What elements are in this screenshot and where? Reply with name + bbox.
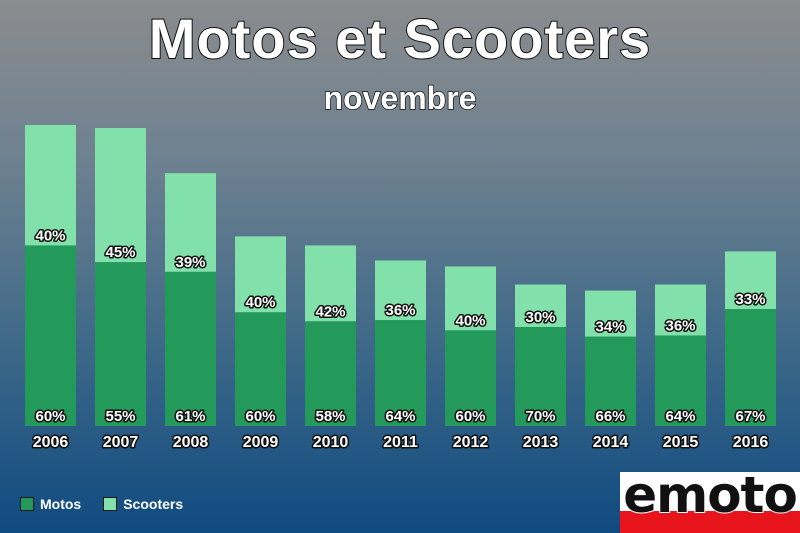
bar-scooters-2016 bbox=[725, 251, 776, 310]
bar-motos-2010 bbox=[305, 321, 356, 426]
bar-scooters-2010 bbox=[305, 245, 356, 322]
data-label-motos-2011: 64% bbox=[385, 408, 415, 425]
legend: Motos Scooters bbox=[20, 496, 205, 512]
x-tick-label-2008: 2008 bbox=[173, 434, 209, 451]
legend-item-scooters: Scooters bbox=[103, 496, 183, 512]
x-tick-label-2013: 2013 bbox=[523, 434, 559, 451]
x-tick-label-2015: 2015 bbox=[663, 434, 699, 451]
data-label-motos-2007: 55% bbox=[105, 408, 135, 425]
data-label-motos-2016: 67% bbox=[735, 408, 765, 425]
x-tick-label-2016: 2016 bbox=[733, 434, 769, 451]
data-label-scooters-2011: 36% bbox=[385, 302, 415, 319]
data-label-scooters-2008: 39% bbox=[175, 254, 205, 271]
bar-motos-2006 bbox=[25, 245, 76, 426]
bar-motos-2013 bbox=[515, 326, 566, 426]
data-label-scooters-2009: 40% bbox=[245, 294, 275, 311]
bar-motos-2014 bbox=[585, 336, 636, 426]
logo-text: emoto bbox=[622, 472, 799, 525]
data-label-motos-2009: 60% bbox=[245, 408, 275, 425]
data-label-scooters-2013: 30% bbox=[525, 309, 555, 326]
data-label-motos-2006: 60% bbox=[35, 408, 65, 425]
data-label-motos-2008: 61% bbox=[175, 408, 205, 425]
legend-label-scooters: Scooters bbox=[123, 496, 184, 512]
bar-scooters-2015 bbox=[655, 284, 706, 336]
logo-red-band bbox=[620, 511, 800, 533]
emoto-logo: emoto bbox=[620, 472, 800, 533]
bar-motos-2012 bbox=[445, 330, 496, 426]
x-tick-label-2014: 2014 bbox=[593, 434, 629, 451]
data-label-motos-2010: 58% bbox=[315, 408, 345, 425]
x-tick-label-2009: 2009 bbox=[243, 434, 279, 451]
x-tick-label-2010: 2010 bbox=[313, 434, 349, 451]
legend-item-motos: Motos bbox=[20, 496, 81, 512]
bar-scooters-2007 bbox=[95, 128, 146, 263]
bar-motos-2007 bbox=[95, 262, 146, 426]
bar-motos-2009 bbox=[235, 312, 286, 426]
bar-motos-2016 bbox=[725, 309, 776, 426]
bar-motos-2011 bbox=[375, 320, 426, 426]
chart-subtitle: novembre bbox=[323, 79, 477, 117]
data-label-scooters-2015: 36% bbox=[665, 317, 695, 334]
bar-motos-2015 bbox=[655, 335, 706, 426]
legend-swatch-motos bbox=[20, 497, 34, 511]
data-label-scooters-2012: 40% bbox=[455, 312, 485, 329]
x-tick-label-2006: 2006 bbox=[33, 434, 69, 451]
x-tick-label-2007: 2007 bbox=[103, 434, 139, 451]
data-label-scooters-2010: 42% bbox=[315, 303, 345, 320]
bar-scooters-2008 bbox=[165, 173, 216, 272]
bar-scooters-2014 bbox=[585, 290, 636, 337]
legend-label-motos: Motos bbox=[40, 496, 82, 512]
data-label-motos-2015: 64% bbox=[665, 408, 695, 425]
data-label-scooters-2006: 40% bbox=[35, 227, 65, 244]
bar-scooters-2012 bbox=[445, 266, 496, 331]
data-label-scooters-2016: 33% bbox=[735, 291, 765, 308]
x-tick-label-2012: 2012 bbox=[453, 434, 489, 451]
data-label-motos-2013: 70% bbox=[525, 408, 555, 425]
data-label-motos-2012: 60% bbox=[455, 408, 485, 425]
bar-scooters-2011 bbox=[375, 260, 426, 321]
data-label-scooters-2007: 45% bbox=[105, 244, 135, 261]
bar-scooters-2009 bbox=[235, 236, 286, 313]
legend-swatch-scooters bbox=[103, 497, 118, 511]
data-label-motos-2014: 66% bbox=[595, 408, 625, 425]
bar-scooters-2013 bbox=[515, 284, 566, 327]
bar-scooters-2006 bbox=[25, 125, 76, 246]
data-label-scooters-2014: 34% bbox=[595, 319, 625, 336]
chart-title: Motos et Scooters bbox=[148, 6, 652, 71]
bar-motos-2008 bbox=[165, 271, 216, 426]
x-tick-label-2011: 2011 bbox=[383, 434, 418, 451]
